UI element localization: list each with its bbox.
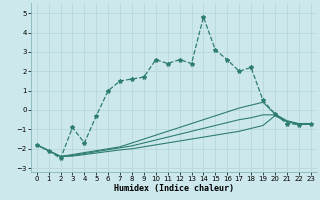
- X-axis label: Humidex (Indice chaleur): Humidex (Indice chaleur): [114, 184, 234, 193]
